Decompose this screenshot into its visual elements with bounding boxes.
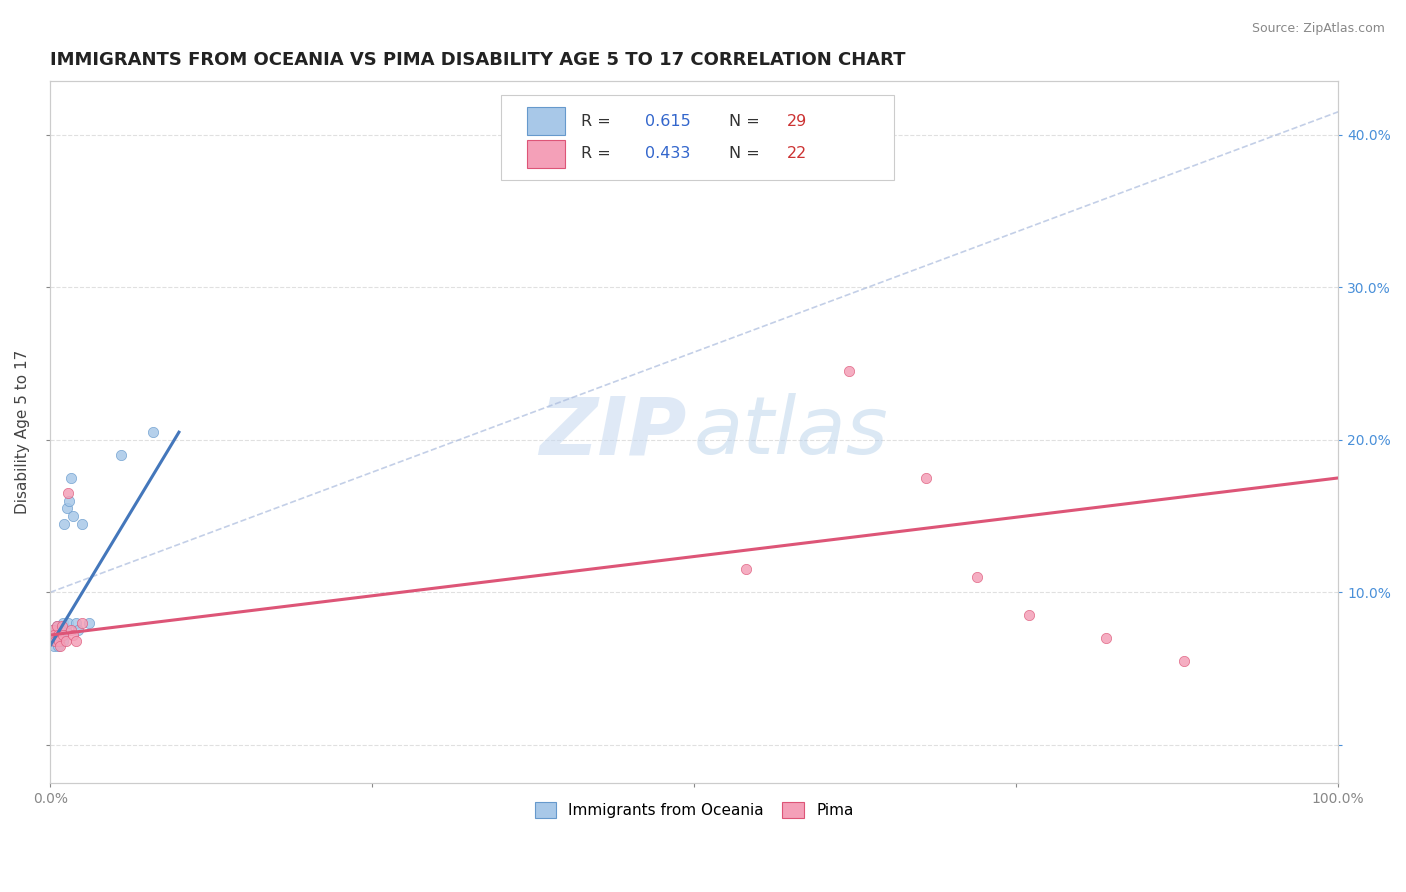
Point	[42, 631, 65, 645]
Text: R =: R =	[581, 114, 616, 128]
Point	[62, 628, 84, 642]
FancyBboxPatch shape	[527, 139, 565, 168]
Point	[56, 486, 79, 500]
Point	[49, 639, 72, 653]
Point	[59, 624, 82, 638]
Text: atlas: atlas	[695, 393, 889, 471]
Point	[966, 570, 988, 584]
FancyBboxPatch shape	[501, 95, 894, 179]
Text: N =: N =	[728, 114, 765, 128]
Point	[51, 628, 73, 642]
Point	[44, 626, 66, 640]
Text: 0.433: 0.433	[645, 146, 690, 161]
Point	[72, 615, 94, 630]
Point	[67, 624, 90, 638]
Point	[42, 628, 65, 642]
Y-axis label: Disability Age 5 to 17: Disability Age 5 to 17	[15, 350, 30, 515]
Point	[915, 471, 938, 485]
Point	[41, 624, 63, 638]
Point	[110, 448, 132, 462]
Point	[62, 509, 84, 524]
Point	[59, 471, 82, 485]
Point	[44, 634, 66, 648]
Point	[45, 619, 67, 633]
Text: 0.615: 0.615	[645, 114, 690, 128]
Point	[46, 628, 69, 642]
Point	[42, 639, 65, 653]
Point	[72, 516, 94, 531]
Point	[56, 615, 79, 630]
Point	[1095, 631, 1118, 645]
Text: IMMIGRANTS FROM OCEANIA VS PIMA DISABILITY AGE 5 TO 17 CORRELATION CHART: IMMIGRANTS FROM OCEANIA VS PIMA DISABILI…	[51, 51, 905, 69]
Point	[55, 634, 77, 648]
Point	[77, 615, 100, 630]
Point	[48, 634, 70, 648]
Point	[53, 516, 76, 531]
Point	[52, 615, 75, 630]
Point	[65, 634, 87, 648]
Text: R =: R =	[581, 146, 616, 161]
Legend: Immigrants from Oceania, Pima: Immigrants from Oceania, Pima	[529, 797, 859, 824]
Point	[41, 628, 63, 642]
Point	[52, 634, 75, 648]
FancyBboxPatch shape	[527, 107, 565, 136]
Point	[51, 619, 73, 633]
Point	[1173, 654, 1195, 668]
Text: ZIP: ZIP	[540, 393, 688, 471]
Point	[58, 493, 80, 508]
Point	[49, 624, 72, 638]
Point	[52, 628, 75, 642]
Point	[838, 364, 860, 378]
Point	[142, 425, 165, 440]
Point	[48, 634, 70, 648]
Point	[44, 634, 66, 648]
Point	[41, 624, 63, 638]
Point	[45, 628, 67, 642]
Point	[45, 619, 67, 633]
Text: Source: ZipAtlas.com: Source: ZipAtlas.com	[1251, 22, 1385, 36]
Point	[1018, 608, 1040, 623]
Point	[65, 615, 87, 630]
Text: N =: N =	[728, 146, 765, 161]
Text: 22: 22	[787, 146, 807, 161]
Point	[56, 501, 79, 516]
Point	[41, 634, 63, 648]
Point	[55, 624, 77, 638]
Point	[734, 562, 756, 576]
Point	[46, 639, 69, 653]
Point	[46, 631, 69, 645]
Text: 29: 29	[787, 114, 807, 128]
